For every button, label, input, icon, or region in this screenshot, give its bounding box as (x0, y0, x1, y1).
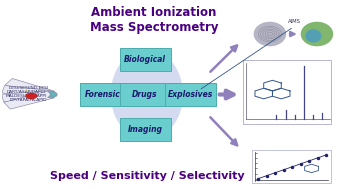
FancyBboxPatch shape (1, 91, 52, 102)
Text: DESI/SESI/ND-EESI: DESI/SESI/ND-EESI (9, 86, 49, 90)
Text: Ambient Ionization
Mass Spectrometry: Ambient Ionization Mass Spectrometry (90, 6, 218, 34)
Polygon shape (48, 91, 57, 98)
FancyBboxPatch shape (4, 91, 54, 109)
FancyBboxPatch shape (243, 60, 332, 124)
Text: LTP/FAPA/PA-APID: LTP/FAPA/PA-APID (9, 98, 47, 102)
FancyBboxPatch shape (80, 83, 126, 106)
Ellipse shape (111, 49, 183, 140)
Text: DART/ASAP/DAPCI: DART/ASAP/DAPCI (7, 90, 46, 94)
FancyBboxPatch shape (119, 48, 171, 71)
Text: Imaging: Imaging (128, 125, 163, 134)
FancyBboxPatch shape (165, 83, 216, 106)
FancyBboxPatch shape (2, 85, 52, 98)
FancyBboxPatch shape (119, 83, 171, 106)
Ellipse shape (301, 22, 333, 46)
Text: Drugs: Drugs (132, 90, 158, 99)
FancyBboxPatch shape (252, 150, 332, 183)
Text: AIMS: AIMS (288, 19, 301, 24)
Polygon shape (50, 91, 58, 98)
Ellipse shape (254, 22, 286, 46)
Text: ⚡: ⚡ (25, 87, 28, 92)
Text: Explosives: Explosives (168, 90, 213, 99)
Text: Speed / Sensitivity / Selectivity: Speed / Sensitivity / Selectivity (50, 171, 244, 181)
Text: Biological: Biological (124, 55, 166, 64)
FancyBboxPatch shape (5, 78, 55, 98)
FancyBboxPatch shape (119, 118, 171, 141)
Ellipse shape (305, 29, 321, 43)
Circle shape (25, 93, 37, 99)
Polygon shape (47, 91, 57, 98)
Text: Forensic: Forensic (85, 90, 120, 99)
Text: MALDESI/ELDI/APPI: MALDESI/ELDI/APPI (5, 94, 47, 98)
Polygon shape (50, 91, 58, 98)
